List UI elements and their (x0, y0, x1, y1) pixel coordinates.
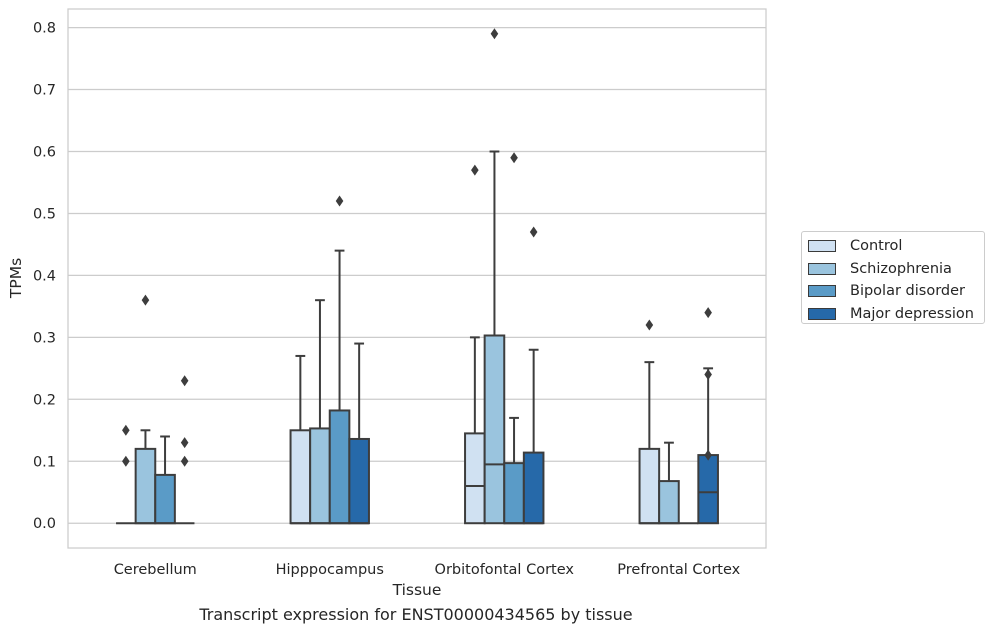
box-group (483, 28, 506, 525)
outlier-point (180, 437, 189, 449)
box-groups (116, 28, 719, 525)
legend-swatch-bipolar-disorder (808, 285, 836, 298)
outlier-point (704, 449, 712, 461)
x-tick-label: Hipppocampus (276, 562, 384, 578)
x-tick-labels: Cerebellum Hipppocampus Orbitofontal Corte… (114, 562, 741, 578)
legend-label-control: Control (850, 238, 903, 255)
box-group (348, 342, 370, 525)
outlier-point (490, 28, 499, 40)
box-rect (697, 454, 719, 525)
box-group (154, 435, 176, 525)
outlier-point (141, 294, 150, 306)
box-rect (289, 429, 312, 525)
figure-caption: Transcript expression for ENST0000043456… (199, 605, 633, 624)
legend-label-bipolar-disorder: Bipolar disorder (850, 283, 965, 300)
legend-swatch-schizophrenia (808, 262, 836, 275)
y-tick-label: 0.1 (33, 454, 56, 470)
box-rect (348, 437, 370, 525)
legend-item-bipolar-disorder: Bipolar disorder (808, 280, 984, 303)
y-tick-label: 0.4 (33, 268, 56, 284)
legend: Control Schizophrenia Bipolar disorder M… (801, 231, 985, 324)
y-tick-label: 0.7 (33, 83, 56, 99)
outlier-point (510, 152, 518, 164)
outlier-point (180, 455, 189, 467)
box-group (174, 375, 195, 525)
box-rect (638, 447, 661, 525)
outlier-point (122, 455, 130, 467)
box-group (658, 441, 680, 525)
box-rect (464, 432, 486, 525)
legend-item-schizophrenia: Schizophrenia (808, 258, 984, 281)
outlier-point (122, 424, 130, 436)
y-tick-label: 0.2 (33, 392, 56, 408)
y-tick-label: 0.6 (33, 144, 56, 160)
outlier-point (529, 226, 538, 238)
y-tick-label: 0.3 (33, 330, 56, 346)
legend-item-control: Control (808, 235, 984, 258)
box-group (522, 226, 545, 525)
legend-label-major-depression: Major depression (850, 305, 974, 322)
box-rect (328, 409, 351, 525)
y-tick-label: 0.8 (33, 21, 56, 37)
box-group (328, 195, 351, 525)
legend-item-major-depression: Major depression (808, 303, 984, 326)
outlier-point (335, 195, 344, 207)
legend-swatch-control (808, 240, 836, 253)
y-tick-labels: 0.0 0.1 0.2 0.3 0.4 0.5 0.6 0.7 0.8 (33, 21, 56, 533)
box-group (116, 424, 136, 525)
box-group (697, 307, 719, 525)
outlier-point (704, 307, 712, 319)
box-rect (658, 480, 680, 525)
outlier-point (471, 164, 479, 176)
outlier-point (645, 319, 654, 331)
box-rect (134, 447, 157, 525)
box-group (289, 354, 312, 525)
box-rect (154, 473, 176, 525)
x-tick-label: Prefrontal Cortex (617, 562, 740, 578)
box-rect (503, 462, 525, 525)
box-rect (309, 427, 331, 525)
outlier-point (704, 369, 712, 381)
box-rect (522, 451, 545, 525)
x-axis-label: Tissue (392, 581, 442, 599)
box-group (638, 319, 661, 525)
y-axis-label: TPMs (7, 258, 25, 299)
y-tick-label: 0.5 (33, 206, 56, 222)
outlier-point (180, 375, 189, 387)
x-tick-label: Cerebellum (114, 562, 197, 578)
box-rect (483, 334, 506, 525)
x-tick-label: Orbitofontal Cortex (435, 562, 575, 578)
legend-swatch-major-depression (808, 307, 836, 320)
box-group (503, 152, 525, 525)
legend-label-schizophrenia: Schizophrenia (850, 260, 952, 277)
y-tick-label: 0.0 (33, 516, 56, 532)
